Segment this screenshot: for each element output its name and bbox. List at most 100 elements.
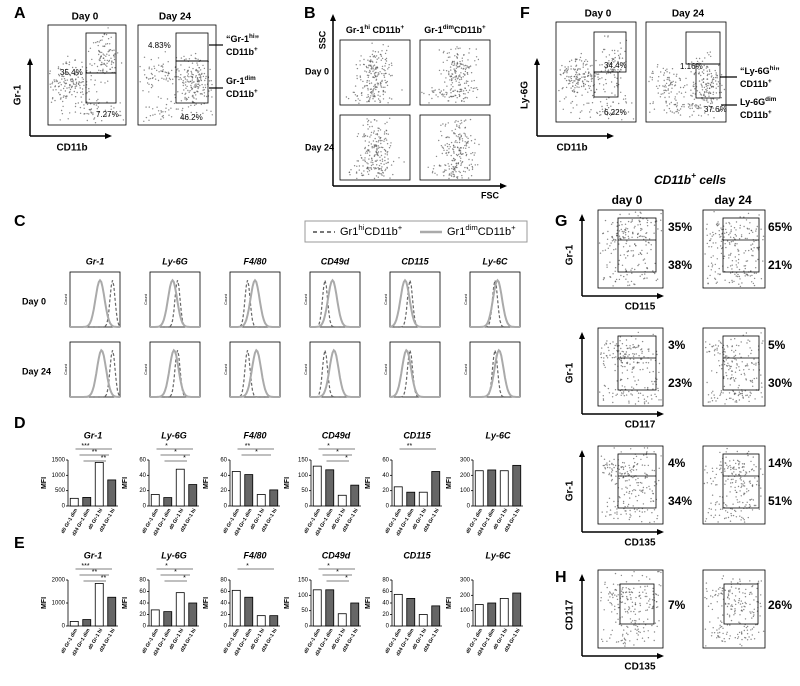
event-dot: [627, 281, 628, 282]
event-dot: [754, 278, 755, 279]
event-dot: [734, 356, 735, 357]
event-dot: [171, 116, 172, 117]
event-dot: [65, 97, 66, 98]
gate-percent: 26%: [768, 598, 792, 612]
event-dot: [185, 84, 186, 85]
chart-title: F4/80: [243, 430, 266, 440]
event-dot: [369, 71, 370, 72]
event-dot: [465, 171, 466, 172]
event-dot: [632, 256, 633, 257]
event-dot: [747, 363, 748, 364]
panel-label: G: [555, 213, 567, 230]
event-dot: [658, 620, 659, 621]
event-dot: [623, 99, 624, 100]
event-dot: [377, 67, 378, 68]
event-dot: [590, 117, 591, 118]
event-dot: [642, 369, 643, 370]
event-dot: [603, 279, 604, 280]
event-dot: [446, 60, 447, 61]
event-dot: [714, 477, 715, 478]
event-dot: [606, 73, 607, 74]
event-dot: [369, 70, 370, 71]
event-dot: [644, 586, 645, 587]
event-dot: [608, 474, 609, 475]
event-dot: [467, 59, 468, 60]
event-dot: [736, 345, 737, 346]
event-dot: [745, 395, 746, 396]
event-dot: [74, 60, 75, 61]
y-tick-label: 20: [139, 612, 146, 618]
event-dot: [193, 97, 194, 98]
event-dot: [755, 230, 756, 231]
event-dot: [359, 100, 360, 101]
event-dot: [380, 140, 381, 141]
event-dot: [703, 69, 704, 70]
text-part: dim: [245, 75, 257, 82]
text-part: dim: [465, 223, 477, 232]
event-dot: [367, 94, 368, 95]
event-dot: [660, 213, 661, 214]
event-dot: [380, 54, 381, 55]
event-dot: [441, 90, 442, 91]
event-dot: [641, 482, 642, 483]
event-dot: [744, 637, 745, 638]
event-dot: [389, 97, 390, 98]
event-dot: [373, 68, 374, 69]
event-dot: [708, 246, 709, 247]
event-dot: [635, 625, 636, 626]
event-dot: [382, 68, 383, 69]
event-dot: [383, 73, 384, 74]
event-dot: [758, 581, 759, 582]
y-tick-label: 40: [139, 601, 146, 607]
event-dot: [645, 596, 646, 597]
event-dot: [104, 82, 105, 83]
event-dot: [387, 158, 388, 159]
event-dot: [714, 354, 715, 355]
event-dot: [715, 344, 716, 345]
event-dot: [748, 517, 749, 518]
event-dot: [172, 83, 173, 84]
event-dot: [757, 259, 758, 260]
event-dot: [633, 366, 634, 367]
event-dot: [574, 91, 575, 92]
text-part: CD11b: [740, 110, 769, 120]
event-dot: [730, 265, 731, 266]
event-dot: [590, 86, 591, 87]
event-dot: [699, 80, 700, 81]
event-dot: [576, 72, 577, 73]
event-dot: [373, 69, 374, 70]
event-dot: [720, 509, 721, 510]
event-dot: [111, 106, 112, 107]
event-dot: [664, 72, 665, 73]
event-dot: [384, 133, 385, 134]
event-dot: [621, 229, 622, 230]
event-dot: [377, 127, 378, 128]
event-dot: [109, 43, 110, 44]
event-dot: [186, 79, 187, 80]
event-dot: [722, 508, 723, 509]
event-dot: [624, 642, 625, 643]
event-dot: [581, 53, 582, 54]
event-dot: [615, 622, 616, 623]
event-dot: [620, 255, 621, 256]
event-dot: [421, 92, 422, 93]
event-dot: [105, 64, 106, 65]
event-dot: [385, 91, 386, 92]
event-dot: [383, 75, 384, 76]
event-dot: [188, 73, 189, 74]
event-dot: [577, 69, 578, 70]
event-dot: [588, 72, 589, 73]
chart-title: CD115: [403, 430, 431, 440]
event-dot: [60, 90, 61, 91]
event-dot: [706, 588, 707, 589]
event-dot: [741, 341, 742, 342]
event-dot: [706, 351, 707, 352]
event-dot: [636, 482, 637, 483]
event-dot: [99, 59, 100, 60]
event-dot: [434, 173, 435, 174]
event-dot: [114, 56, 115, 57]
event-dot: [95, 122, 96, 123]
event-dot: [626, 513, 627, 514]
event-dot: [755, 267, 756, 268]
event-dot: [386, 163, 387, 164]
